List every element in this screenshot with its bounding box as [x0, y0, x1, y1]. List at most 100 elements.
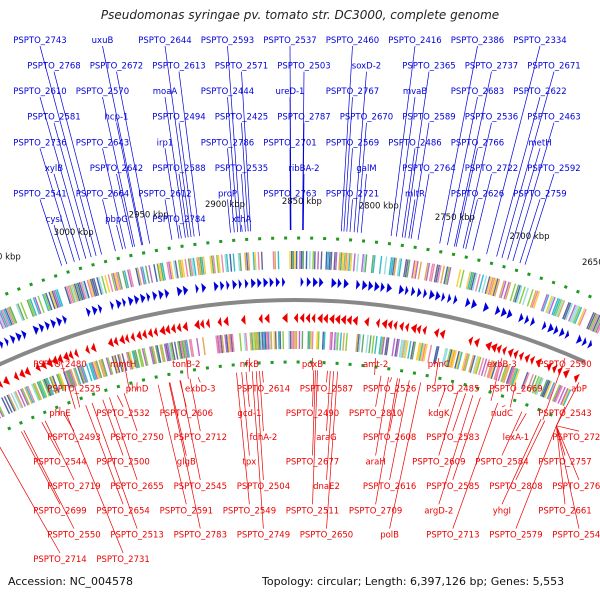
composition-stripe	[560, 388, 569, 405]
leader-line	[189, 378, 201, 432]
composition-stripe	[156, 263, 162, 282]
composition-stripe	[92, 361, 100, 380]
composition-stripe	[138, 348, 145, 367]
composition-stripe	[224, 254, 228, 273]
composition-stripe	[483, 359, 491, 377]
composition-stripe	[545, 295, 553, 314]
reverse-gene-arrow	[223, 316, 229, 327]
reverse-gene-arrow	[107, 337, 115, 348]
ring-tracks	[0, 236, 600, 435]
forward-gene-label: PSPTO_2541	[13, 189, 66, 199]
forward-gene-label: PSPTO_2503	[277, 62, 330, 72]
reverse-gene-label: PSPTO_2712	[174, 433, 227, 443]
reverse-gene-label: PSPTO_2655	[110, 482, 163, 492]
composition-stripe	[435, 264, 441, 283]
composition-stripe	[494, 362, 502, 381]
composition-stripe	[107, 357, 114, 375]
composition-stripe	[529, 374, 537, 393]
forward-gene-arrow	[38, 323, 44, 333]
composition-stripe	[451, 350, 457, 369]
composition-stripe	[401, 339, 406, 358]
composition-stripe	[388, 257, 393, 276]
forward-gene-arrow	[440, 292, 446, 302]
reverse-gene-label: tpx	[243, 458, 257, 468]
composition-stripe	[91, 361, 99, 380]
composition-stripe	[209, 255, 213, 274]
leader-line	[312, 370, 316, 456]
reverse-gene-label: PSPTO_2545	[174, 482, 227, 492]
composition-stripe	[595, 321, 600, 334]
composition-stripe	[454, 350, 460, 369]
composition-stripe	[137, 349, 143, 368]
composition-stripe	[572, 306, 581, 324]
composition-stripe	[336, 332, 339, 351]
composition-stripe	[98, 359, 105, 378]
composition-stripe	[554, 385, 564, 403]
composition-stripe	[179, 340, 185, 359]
composition-stripe	[342, 332, 345, 351]
reverse-gene-arrow	[524, 353, 531, 364]
composition-stripe	[329, 331, 332, 350]
leader-line	[346, 148, 353, 232]
forward-gene-arrow	[121, 297, 126, 308]
composition-stripe	[264, 331, 267, 350]
leader-line	[512, 122, 555, 262]
composition-stripe	[504, 282, 512, 300]
composition-stripe	[508, 367, 516, 385]
leader-line	[556, 425, 580, 481]
composition-stripe	[70, 284, 78, 303]
leader-line	[39, 45, 97, 256]
composition-stripe	[65, 285, 73, 304]
composition-stripe	[410, 341, 415, 360]
reverse-gene-arrow	[282, 313, 288, 324]
composition-stripe	[455, 351, 462, 370]
composition-stripe	[80, 281, 87, 300]
forward-gene-arrow	[269, 277, 274, 288]
forward-gene-label: uxuB	[92, 36, 114, 46]
reverse-gene-label: PSPTO_2709	[349, 506, 402, 516]
leader-line	[302, 71, 305, 231]
reverse-gene-label: PSPTO_2590	[538, 360, 591, 370]
reverse-gene-label: argD-2	[424, 506, 453, 516]
composition-stripe	[149, 346, 155, 365]
forward-gene-arrow	[398, 284, 405, 295]
composition-stripe	[78, 365, 86, 384]
composition-stripe	[539, 379, 548, 397]
leader-line	[501, 71, 555, 258]
reverse-gene-label: phnC	[428, 360, 450, 370]
composition-stripe	[459, 269, 465, 288]
reverse-gene-arrow	[485, 341, 493, 352]
forward-gene-arrow	[32, 325, 39, 335]
forward-gene-label: PSPTO_2736	[13, 138, 66, 148]
tick-ring	[0, 236, 600, 303]
reverse-gene-label: PSPTO_2714	[33, 555, 86, 565]
leader-line	[116, 395, 124, 407]
forward-gene-arrow	[380, 282, 385, 293]
reverse-gene-label: PSPTO_2549	[223, 506, 276, 516]
forward-gene-label: PSPTO_2626	[451, 189, 504, 199]
composition-stripe	[215, 335, 219, 354]
composition-stripe	[398, 339, 403, 358]
forward-gene-label: PSPTO_2494	[152, 113, 205, 123]
composition-stripe	[141, 266, 147, 285]
reverse-gene-arrow	[136, 330, 143, 341]
composition-stripe	[20, 302, 28, 320]
composition-stripe	[447, 349, 453, 368]
composition-stripe	[540, 293, 548, 312]
reverse-gene-label: amt-2	[363, 360, 388, 370]
composition-stripe	[67, 285, 75, 304]
composition-stripe	[68, 369, 76, 387]
leader-line	[255, 371, 264, 480]
leader-line	[241, 173, 246, 232]
composition-stripe	[21, 388, 30, 405]
composition-stripe	[154, 345, 160, 364]
composition-stripe	[45, 292, 53, 311]
composition-stripe	[551, 297, 559, 316]
composition-stripe	[563, 302, 572, 320]
leader-line	[556, 425, 566, 505]
composition-stripe	[378, 255, 383, 274]
leader-line	[326, 371, 334, 480]
forward-gene-arrow	[139, 293, 146, 304]
forward-gene-arrow	[494, 305, 501, 316]
composition-stripe	[123, 270, 130, 289]
